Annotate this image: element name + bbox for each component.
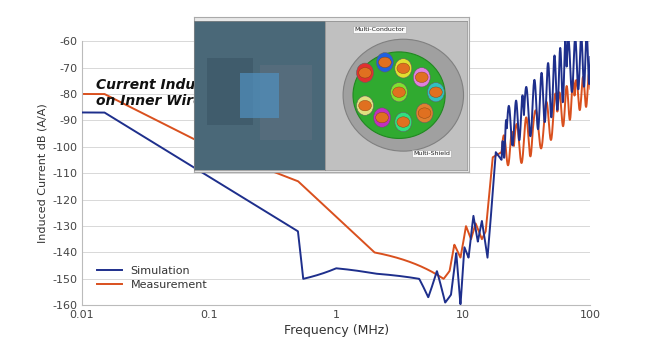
Bar xyxy=(240,73,279,118)
Text: Multi-Conductor: Multi-Conductor xyxy=(354,27,404,32)
Ellipse shape xyxy=(395,59,412,78)
Simulation xyxy=(522,86,530,90)
Bar xyxy=(207,58,253,125)
Bar xyxy=(260,66,312,140)
Ellipse shape xyxy=(377,53,394,72)
Ellipse shape xyxy=(379,57,391,68)
Ellipse shape xyxy=(359,68,371,78)
Measurement xyxy=(577,104,584,108)
Measurement xyxy=(522,116,530,120)
Ellipse shape xyxy=(397,117,410,127)
Title: DCI Comparison B1C2: DCI Comparison B1C2 xyxy=(243,22,429,37)
Simulation xyxy=(166,151,174,155)
Line: Measurement: Measurement xyxy=(82,74,590,279)
Ellipse shape xyxy=(357,96,373,115)
Simulation xyxy=(583,31,590,35)
Ellipse shape xyxy=(376,113,388,123)
Ellipse shape xyxy=(395,113,412,132)
Ellipse shape xyxy=(359,100,371,111)
Y-axis label: Induced Current dB (A/A): Induced Current dB (A/A) xyxy=(38,103,48,243)
Ellipse shape xyxy=(415,72,428,83)
Measurement xyxy=(295,180,303,184)
Ellipse shape xyxy=(430,87,442,97)
Simulation xyxy=(457,302,464,306)
Measurement xyxy=(166,125,174,129)
Ellipse shape xyxy=(343,39,464,151)
Simulation xyxy=(577,40,584,44)
Measurement xyxy=(585,72,593,76)
Ellipse shape xyxy=(416,103,433,123)
Ellipse shape xyxy=(413,68,430,87)
Ellipse shape xyxy=(357,63,373,83)
Simulation xyxy=(78,110,86,115)
Measurement xyxy=(136,110,144,114)
Ellipse shape xyxy=(390,83,407,102)
Text: Multi-Shield: Multi-Shield xyxy=(413,151,450,156)
Measurement xyxy=(78,92,86,96)
Line: Simulation: Simulation xyxy=(82,33,590,304)
Measurement xyxy=(273,171,281,175)
Legend: Simulation, Measurement: Simulation, Measurement xyxy=(92,261,212,294)
Measurement xyxy=(440,277,447,281)
Ellipse shape xyxy=(353,52,445,139)
Simulation xyxy=(273,216,281,221)
Simulation xyxy=(586,55,594,59)
X-axis label: Frequency (MHz): Frequency (MHz) xyxy=(283,324,389,337)
Ellipse shape xyxy=(428,83,444,102)
Ellipse shape xyxy=(373,108,390,127)
Ellipse shape xyxy=(397,63,410,73)
Text: Current Induced
on Inner Wire: Current Induced on Inner Wire xyxy=(96,78,223,108)
Simulation xyxy=(136,132,144,137)
Ellipse shape xyxy=(418,108,431,118)
Simulation xyxy=(295,238,303,243)
Measurement xyxy=(586,87,594,91)
Ellipse shape xyxy=(393,87,405,97)
